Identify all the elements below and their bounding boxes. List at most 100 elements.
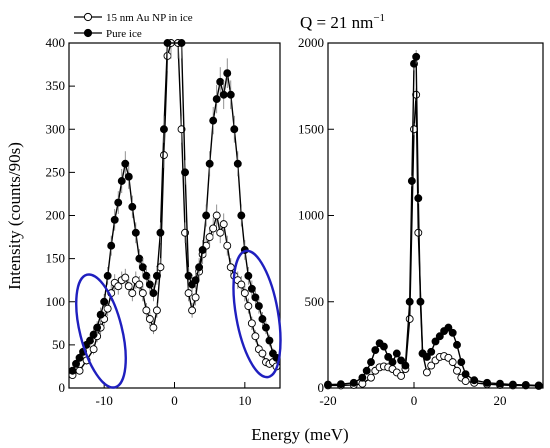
legend-label-au: 15 nm Au NP in ice	[106, 12, 193, 24]
data-point	[237, 280, 246, 289]
data-point	[247, 284, 256, 293]
legend-marker-ice	[83, 28, 93, 38]
legend: 15 nm Au NP in ice Pure ice	[74, 12, 193, 40]
data-point	[142, 306, 151, 315]
data-point	[422, 353, 431, 361]
data-point	[521, 380, 530, 389]
data-point	[453, 366, 461, 375]
data-point	[188, 306, 197, 315]
data-point	[405, 297, 414, 306]
data-point	[110, 215, 119, 224]
data-point	[138, 289, 147, 298]
left-y-tick-label: 150	[46, 251, 66, 266]
data-point	[114, 198, 123, 207]
data-point	[138, 263, 147, 272]
left-x-tick-label: -10	[95, 393, 112, 408]
data-point	[181, 168, 190, 177]
left-y-tick-label: 400	[46, 35, 66, 50]
data-point	[145, 315, 154, 323]
data-point	[191, 293, 200, 302]
data-point	[407, 177, 416, 185]
data-point	[244, 271, 253, 280]
data-point	[128, 202, 137, 211]
data-point	[254, 302, 263, 311]
data-point	[435, 332, 444, 341]
data-point	[216, 77, 225, 86]
data-point	[145, 280, 154, 289]
data-point	[75, 366, 84, 375]
data-point	[226, 263, 235, 272]
data-point	[367, 373, 375, 382]
data-point	[223, 69, 232, 78]
left-y-tick-label: 350	[46, 78, 66, 93]
right-x-tick-label: 20	[494, 393, 507, 408]
data-point	[412, 52, 421, 61]
data-point	[163, 39, 172, 47]
data-point	[68, 366, 77, 375]
left-y-tick-label: 100	[46, 294, 66, 309]
data-point	[142, 271, 151, 280]
data-point	[258, 315, 267, 323]
data-point	[379, 342, 388, 351]
data-point	[237, 211, 246, 220]
right-y-tick-label: 1000	[298, 208, 324, 223]
right-series-pure-ice	[324, 49, 543, 390]
data-point	[121, 159, 130, 168]
data-point	[117, 177, 126, 185]
data-point	[258, 349, 267, 358]
data-point	[103, 271, 112, 280]
data-point	[453, 340, 461, 349]
data-point	[184, 289, 193, 298]
data-point	[457, 358, 466, 367]
data-point	[100, 297, 109, 306]
data-point	[209, 116, 218, 125]
data-point	[367, 358, 375, 367]
left-y-tick-label: 300	[46, 121, 66, 136]
left-highlight-ellipse	[75, 273, 127, 389]
left-y-tick-label: 50	[52, 337, 65, 352]
left-x-tick-label: 0	[171, 393, 178, 408]
data-point	[448, 328, 457, 337]
data-point	[483, 378, 492, 387]
data-point	[223, 241, 232, 250]
data-point	[405, 315, 414, 323]
data-point	[461, 370, 470, 379]
data-point	[392, 349, 401, 358]
data-point	[508, 380, 517, 389]
data-point	[358, 373, 367, 382]
data-point	[422, 368, 431, 377]
right-y-tick-label: 500	[305, 294, 325, 309]
data-point	[124, 282, 133, 291]
data-point	[212, 95, 221, 104]
data-point	[128, 289, 137, 298]
data-point	[198, 246, 207, 254]
right-y-tick-label: 2000	[298, 35, 324, 50]
data-point	[149, 323, 158, 332]
right-y-tick-label: 1500	[298, 121, 324, 136]
data-point	[96, 310, 105, 319]
left-y-tick-label: 250	[46, 164, 66, 179]
legend-marker-au	[83, 12, 93, 22]
data-point	[230, 125, 239, 134]
right-series-line	[327, 56, 539, 387]
data-point	[397, 371, 406, 380]
left-series-line	[71, 42, 278, 372]
data-point	[202, 211, 211, 220]
left-y-tick-label: 0	[59, 380, 66, 395]
data-point	[247, 319, 256, 328]
legend-label-ice: Pure ice	[106, 28, 142, 40]
data-point	[152, 306, 161, 315]
data-point	[135, 254, 144, 263]
data-point	[240, 289, 249, 298]
data-point	[461, 377, 470, 386]
data-point	[89, 345, 98, 354]
data-point	[534, 381, 543, 390]
data-point	[93, 323, 102, 332]
data-point	[205, 159, 214, 168]
data-point	[107, 241, 116, 250]
left-series-au-np	[68, 39, 281, 380]
right-x-tick-label: -20	[319, 393, 336, 408]
data-point	[184, 271, 193, 280]
